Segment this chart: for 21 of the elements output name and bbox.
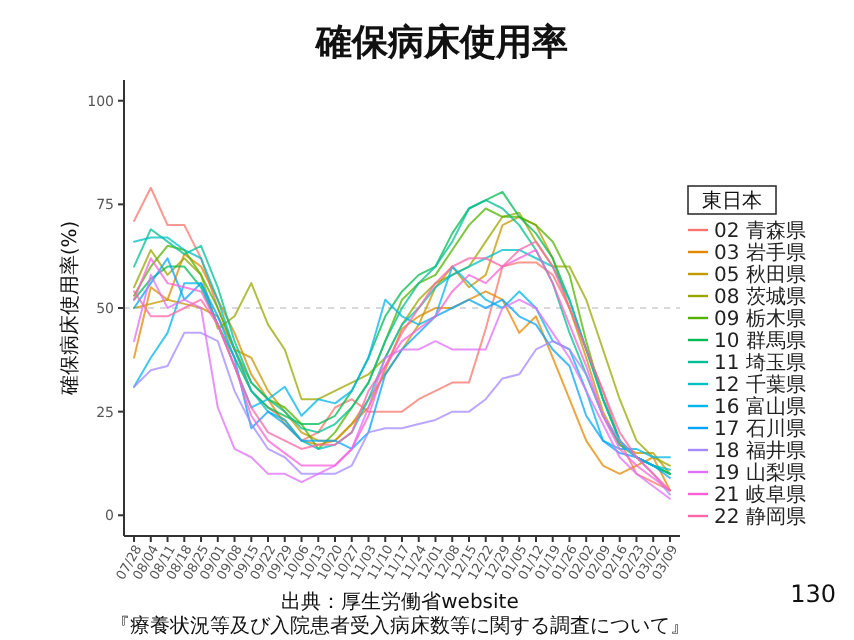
- source-note: 出典：厚生労働省website: [281, 590, 519, 614]
- legend-label: 21 岐阜県: [714, 483, 806, 507]
- line-series: [133, 331, 671, 496]
- legend-label: 22 静岡県: [714, 505, 806, 529]
- legend-label: 03 岩手県: [714, 241, 806, 265]
- legend-label: 12 千葉県: [714, 373, 806, 397]
- legend-label: 17 石川県: [714, 417, 806, 441]
- legend-label: 05 秋田県: [714, 263, 806, 287]
- legend-label: 08 茨城県: [714, 285, 806, 309]
- legend-label: 19 山梨県: [714, 461, 806, 485]
- legend-label: 09 栃木県: [714, 307, 806, 331]
- legend-label: 02 青森県: [714, 219, 806, 243]
- legend-label: 10 群馬県: [714, 329, 806, 353]
- chart-title: 確保病床使用率: [314, 22, 568, 64]
- legend-label: 18 福井県: [714, 439, 806, 463]
- legend-title: 東日本: [702, 189, 762, 213]
- y-axis-title: 確保病床使用率(%): [58, 220, 82, 398]
- legend-label: 11 埼玉県: [714, 351, 806, 375]
- legend-label: 16 富山県: [714, 395, 806, 419]
- text: 130: [790, 580, 836, 608]
- text: 『療養状況等及び入院患者受入病床数等に関する調査について』: [110, 614, 690, 638]
